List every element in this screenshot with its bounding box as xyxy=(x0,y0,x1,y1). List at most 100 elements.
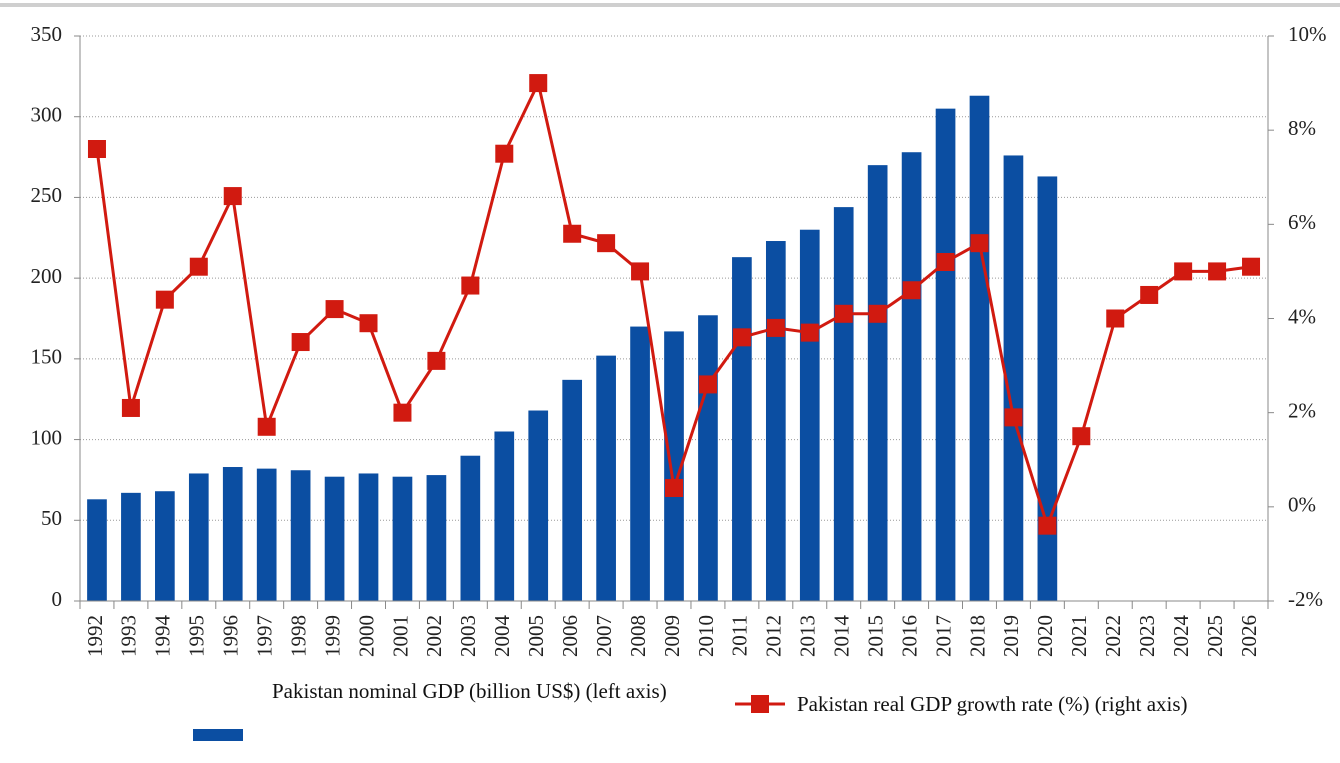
line-marker xyxy=(1038,516,1057,535)
line-marker xyxy=(970,234,989,253)
line-marker xyxy=(461,276,480,295)
bar xyxy=(630,326,650,601)
bar xyxy=(935,108,956,602)
bar xyxy=(222,467,243,601)
x-tick-label: 2019 xyxy=(999,615,1023,657)
bar xyxy=(256,468,277,601)
bar xyxy=(494,431,515,601)
x-tick-label: 2020 xyxy=(1033,615,1057,657)
x-tick-label: 2025 xyxy=(1203,615,1227,657)
bar xyxy=(358,473,379,601)
line-marker xyxy=(121,398,140,417)
bar xyxy=(528,410,549,601)
y2-tick-label: 10% xyxy=(1288,22,1327,46)
line-marker xyxy=(597,234,616,253)
line-marker xyxy=(936,253,955,271)
x-tick-label: 2002 xyxy=(422,615,446,657)
line-marker xyxy=(868,304,887,323)
line-marker xyxy=(291,333,310,352)
line-marker xyxy=(732,328,751,347)
line-marker xyxy=(325,300,344,319)
x-tick-label: 2021 xyxy=(1067,615,1091,657)
x-tick-label: 1996 xyxy=(219,615,243,657)
y2-tick-label: -2% xyxy=(1288,587,1323,611)
y-tick-label: 300 xyxy=(31,103,63,127)
y-tick-label: 0 xyxy=(52,587,63,611)
bar xyxy=(867,165,888,601)
bar xyxy=(664,331,684,601)
bar xyxy=(765,241,786,601)
x-tick-label: 1994 xyxy=(151,615,175,658)
x-tick-label: 2005 xyxy=(524,615,548,657)
bar xyxy=(460,455,481,601)
x-tick-label: 2009 xyxy=(660,615,684,657)
line-marker xyxy=(766,318,785,337)
line-marker xyxy=(902,281,921,300)
line-marker xyxy=(257,417,276,436)
line-marker xyxy=(427,351,446,370)
bar xyxy=(121,492,141,601)
bar xyxy=(698,315,718,601)
y2-tick-label: 8% xyxy=(1288,116,1316,140)
line-marker xyxy=(223,187,242,206)
line-marker xyxy=(1072,427,1091,446)
line-marker xyxy=(665,479,683,497)
line-marker xyxy=(834,304,853,323)
x-tick-label: 2008 xyxy=(626,615,650,657)
x-tick-label: 2003 xyxy=(456,615,480,657)
y-tick-label: 350 xyxy=(31,22,63,46)
line-marker xyxy=(359,314,378,333)
y-tick-label: 100 xyxy=(31,425,63,449)
line-marker xyxy=(87,140,106,158)
legend-swatch xyxy=(193,729,243,741)
x-tick-label: 1999 xyxy=(320,615,344,657)
x-tick-label: 2010 xyxy=(694,615,718,657)
x-tick-label: 2011 xyxy=(728,615,752,656)
bar xyxy=(1037,176,1058,601)
legend-label: Pakistan nominal GDP (billion US$) (left… xyxy=(272,679,667,703)
bar xyxy=(1003,155,1024,601)
legend-label: Pakistan real GDP growth rate (%) (right… xyxy=(797,692,1188,716)
x-tick-label: 2000 xyxy=(354,615,378,657)
line-marker xyxy=(698,375,717,394)
y-tick-label: 50 xyxy=(41,506,62,530)
bar xyxy=(324,476,345,601)
x-tick-label: 2026 xyxy=(1237,615,1261,657)
x-tick-label: 2017 xyxy=(931,615,955,657)
line-marker xyxy=(1140,285,1159,304)
line-marker xyxy=(1004,408,1023,427)
bar xyxy=(596,355,616,601)
x-tick-label: 1998 xyxy=(286,615,310,657)
y2-tick-label: 0% xyxy=(1288,493,1316,517)
line-marker xyxy=(631,262,650,281)
line-marker xyxy=(1242,257,1261,276)
line-marker xyxy=(529,74,548,93)
bar xyxy=(426,475,447,601)
line-marker xyxy=(393,403,412,422)
line-marker xyxy=(563,224,582,243)
top-band xyxy=(0,3,1340,7)
y2-tick-label: 6% xyxy=(1288,210,1316,234)
bar xyxy=(901,152,922,601)
y-tick-label: 250 xyxy=(31,183,63,207)
bar xyxy=(87,499,107,601)
x-tick-label: 2022 xyxy=(1101,615,1125,657)
bar xyxy=(732,257,752,601)
bar xyxy=(969,95,990,601)
bar xyxy=(392,476,413,601)
line-marker xyxy=(495,144,514,163)
bar xyxy=(188,473,209,601)
x-tick-label: 1997 xyxy=(252,615,276,657)
x-tick-label: 2024 xyxy=(1169,615,1193,658)
bar xyxy=(562,379,583,601)
line-marker xyxy=(1174,262,1193,281)
y2-tick-label: 4% xyxy=(1288,304,1316,328)
line-marker xyxy=(1208,262,1227,281)
x-tick-label: 1993 xyxy=(117,615,141,657)
bar xyxy=(155,491,175,601)
x-tick-label: 2018 xyxy=(965,615,989,657)
line-marker xyxy=(155,290,174,309)
legend-swatch xyxy=(751,695,769,713)
